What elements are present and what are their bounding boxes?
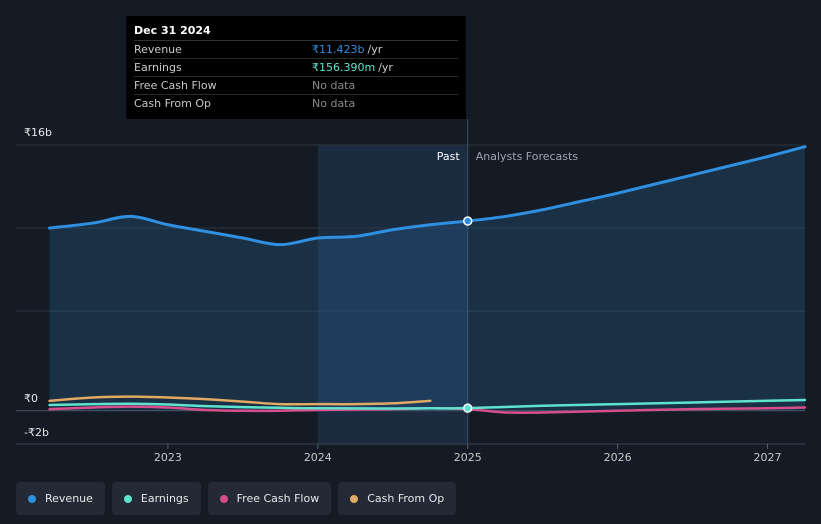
tooltip-value: No data	[312, 79, 356, 92]
chart-legend: Revenue Earnings Free Cash Flow Cash Fro…	[16, 482, 457, 515]
series-line-revenue	[47, 145, 807, 247]
legend-item-free-cash-flow[interactable]: Free Cash Flow	[207, 482, 332, 515]
series-line-earnings	[48, 398, 807, 410]
x-tick-label: 2027	[754, 451, 782, 464]
x-tick-label: 2023	[154, 451, 182, 464]
tooltip-unit: /yr	[378, 61, 393, 74]
y-tick-label: -₹2b	[24, 426, 49, 439]
y-tick-label: ₹0	[24, 392, 38, 405]
y-tick-label: ₹16b	[24, 126, 52, 139]
x-tick-label: 2025	[454, 451, 482, 464]
legend-label: Cash From Op	[367, 492, 445, 505]
legend-label: Free Cash Flow	[236, 492, 320, 505]
tooltip-value: ₹156.390m	[312, 61, 376, 74]
legend-dot-icon	[28, 494, 36, 503]
legend-dot-icon	[219, 494, 228, 503]
tooltip-row-cash-from-op: Cash From Op No data	[134, 95, 458, 112]
tooltip-label: Earnings	[134, 61, 182, 74]
past-highlight-band	[317, 145, 468, 444]
data-tooltip: Dec 31 2024 Revenue ₹11.423b/yr Earnings…	[126, 16, 466, 119]
legend-dot-icon	[123, 494, 132, 503]
tooltip-row-revenue: Revenue ₹11.423b/yr	[134, 41, 458, 59]
forecast-label: Analysts Forecasts	[476, 150, 579, 163]
legend-item-cash-from-op[interactable]: Cash From Op	[338, 482, 457, 515]
x-tick-label: 2024	[304, 451, 332, 464]
legend-label: Revenue	[45, 492, 93, 505]
tooltip-label: Revenue	[134, 43, 182, 56]
tooltip-value: ₹11.423b	[312, 43, 365, 56]
tooltip-row-earnings: Earnings ₹156.390m/yr	[134, 59, 458, 77]
tooltip-date: Dec 31 2024	[134, 23, 458, 41]
legend-dot-icon	[350, 494, 359, 503]
series-area-revenue	[49, 146, 805, 411]
x-tick-label: 2026	[604, 451, 632, 464]
tooltip-label: Free Cash Flow	[134, 79, 217, 92]
legend-item-revenue[interactable]: Revenue	[16, 482, 105, 515]
tooltip-value: No data	[312, 97, 356, 110]
legend-item-earnings[interactable]: Earnings	[111, 482, 201, 515]
series-line-cash-from-op	[48, 395, 432, 406]
tooltip-label: Cash From Op	[134, 97, 212, 110]
marker-earnings	[462, 403, 473, 413]
legend-label: Earnings	[140, 492, 189, 505]
tooltip-row-free-cash-flow: Free Cash Flow No data	[134, 77, 458, 95]
tooltip-unit: /yr	[367, 43, 383, 56]
marker-revenue	[462, 216, 473, 226]
past-label: Past	[437, 150, 461, 163]
